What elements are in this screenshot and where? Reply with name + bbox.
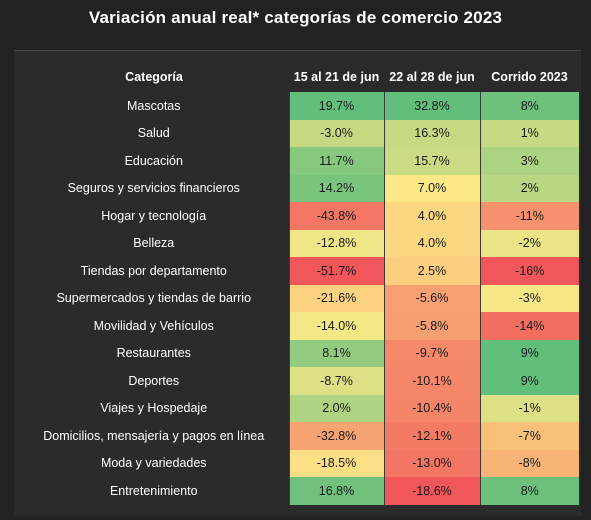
table-row: Deportes -8.7% -10.1% 9%: [19, 367, 579, 395]
category-label: Hogar y tecnología: [101, 208, 207, 223]
table-body: Mascotas 19.7% 32.8% 8% Salud -3.0% 16.3% 1% Edu…: [19, 92, 579, 505]
table-row: Supermercados y tiendas de barrio -21.6% -…: [19, 284, 579, 312]
value-cell: -5.8%: [383, 312, 480, 340]
value-cell: -14%: [479, 312, 579, 340]
value-cell: 4.0%: [383, 229, 480, 257]
table-row: Mascotas 19.7% 32.8% 8%: [19, 92, 579, 120]
value-cell: 32.8%: [383, 92, 480, 120]
value-cell: -14.0%: [288, 312, 384, 340]
value-cell: -12.1%: [383, 422, 480, 450]
value-cell: 7.0%: [383, 174, 480, 202]
table-row: Tiendas por departamento -51.7% 2.5% -16%: [19, 257, 579, 285]
category-label: Entretenimiento: [109, 483, 198, 498]
value-cell: 16.3%: [383, 119, 480, 147]
value-cell: -7%: [479, 422, 579, 450]
header-row: Categoría 15 al 21 de jun 22 al 28 de ju…: [19, 62, 579, 92]
value-cell: 2%: [479, 174, 579, 202]
table-row: Entretenimiento 16.8% -18.6% 8%: [19, 477, 579, 505]
category-label: Deportes: [128, 373, 180, 388]
value-cell: -18.5%: [288, 449, 384, 477]
value-cell: -8.7%: [288, 367, 384, 395]
category-label: Seguros y servicios financieros: [67, 181, 240, 196]
value-cell: -10.4%: [383, 394, 480, 422]
category-label: Moda y variedades: [100, 456, 207, 471]
value-cell: -3.0%: [288, 119, 384, 147]
value-cell: 4.0%: [383, 202, 480, 230]
category-label: Mascotas: [127, 98, 181, 113]
table-row: Viajes y Hospedaje 2.0% -10.4% -1%: [19, 394, 579, 422]
value-cell: 2.5%: [383, 257, 480, 285]
value-cell: 19.7%: [288, 92, 384, 120]
value-cell: 16.8%: [288, 477, 384, 505]
value-cell: -51.7%: [288, 257, 384, 285]
value-cell: -10.1%: [383, 367, 480, 395]
category-label: Belleza: [133, 236, 175, 251]
value-cell: -9.7%: [383, 339, 480, 367]
value-cell: -11%: [479, 202, 579, 230]
value-cell: 8.1%: [288, 339, 384, 367]
value-cell: 8%: [479, 92, 579, 120]
value-cell: -16%: [479, 257, 579, 285]
value-cell: -3%: [479, 284, 579, 312]
category-label: Supermercados y tiendas de barrio: [56, 291, 252, 306]
category-label: Restaurantes: [116, 346, 191, 361]
table-row: Seguros y servicios financieros 14.2% 7.0%…: [19, 174, 579, 202]
value-cell: -8%: [479, 449, 579, 477]
category-label: Tiendas por departamento: [80, 263, 227, 278]
value-cell: 3%: [479, 147, 579, 175]
table-row: Domicilios, mensajería y pagos en línea -…: [19, 422, 579, 450]
table-row: Belleza -12.8% 4.0% -2%: [19, 229, 579, 257]
category-label: Viajes y Hospedaje: [100, 401, 208, 416]
table-row: Moda y variedades -18.5% -13.0% -8%: [19, 449, 579, 477]
value-cell: -1%: [479, 394, 579, 422]
category-label: Educación: [124, 153, 183, 168]
column-header: 15 al 21 de jun: [289, 62, 384, 92]
category-label: Domicilios, mensajería y pagos en línea: [43, 428, 265, 443]
heatmap-table: Categoría 15 al 21 de jun 22 al 28 de ju…: [19, 62, 579, 505]
value-cell: 9%: [479, 339, 579, 367]
category-label: Salud: [137, 126, 170, 141]
value-cell: -5.6%: [383, 284, 480, 312]
table-row: Salud -3.0% 16.3% 1%: [19, 119, 579, 147]
value-cell: -21.6%: [288, 284, 384, 312]
value-cell: 2.0%: [288, 394, 384, 422]
value-cell: 9%: [479, 367, 579, 395]
value-cell: -13.0%: [383, 449, 480, 477]
column-header: Corrido 2023: [480, 62, 579, 92]
value-cell: 1%: [479, 119, 579, 147]
category-label: Movilidad y Vehículos: [93, 318, 214, 333]
column-header: 22 al 28 de jun: [384, 62, 480, 92]
table-row: Educación 11.7% 15.7% 3%: [19, 147, 579, 175]
value-cell: 8%: [479, 477, 579, 505]
column-header: Categoría: [19, 62, 289, 92]
value-cell: -18.6%: [383, 477, 480, 505]
value-cell: -2%: [479, 229, 579, 257]
value-cell: -32.8%: [288, 422, 384, 450]
table-row: Movilidad y Vehículos -14.0% -5.8% -14%: [19, 312, 579, 340]
value-cell: 15.7%: [383, 147, 480, 175]
chart-title: Variación anual real* categorías de come…: [88, 8, 503, 27]
value-cell: -12.8%: [288, 229, 384, 257]
table-row: Restaurantes 8.1% -9.7% 9%: [19, 339, 579, 367]
value-cell: 14.2%: [288, 174, 384, 202]
table-row: Hogar y tecnología -43.8% 4.0% -11%: [19, 202, 579, 230]
value-cell: -43.8%: [288, 202, 384, 230]
value-cell: 11.7%: [288, 147, 384, 175]
